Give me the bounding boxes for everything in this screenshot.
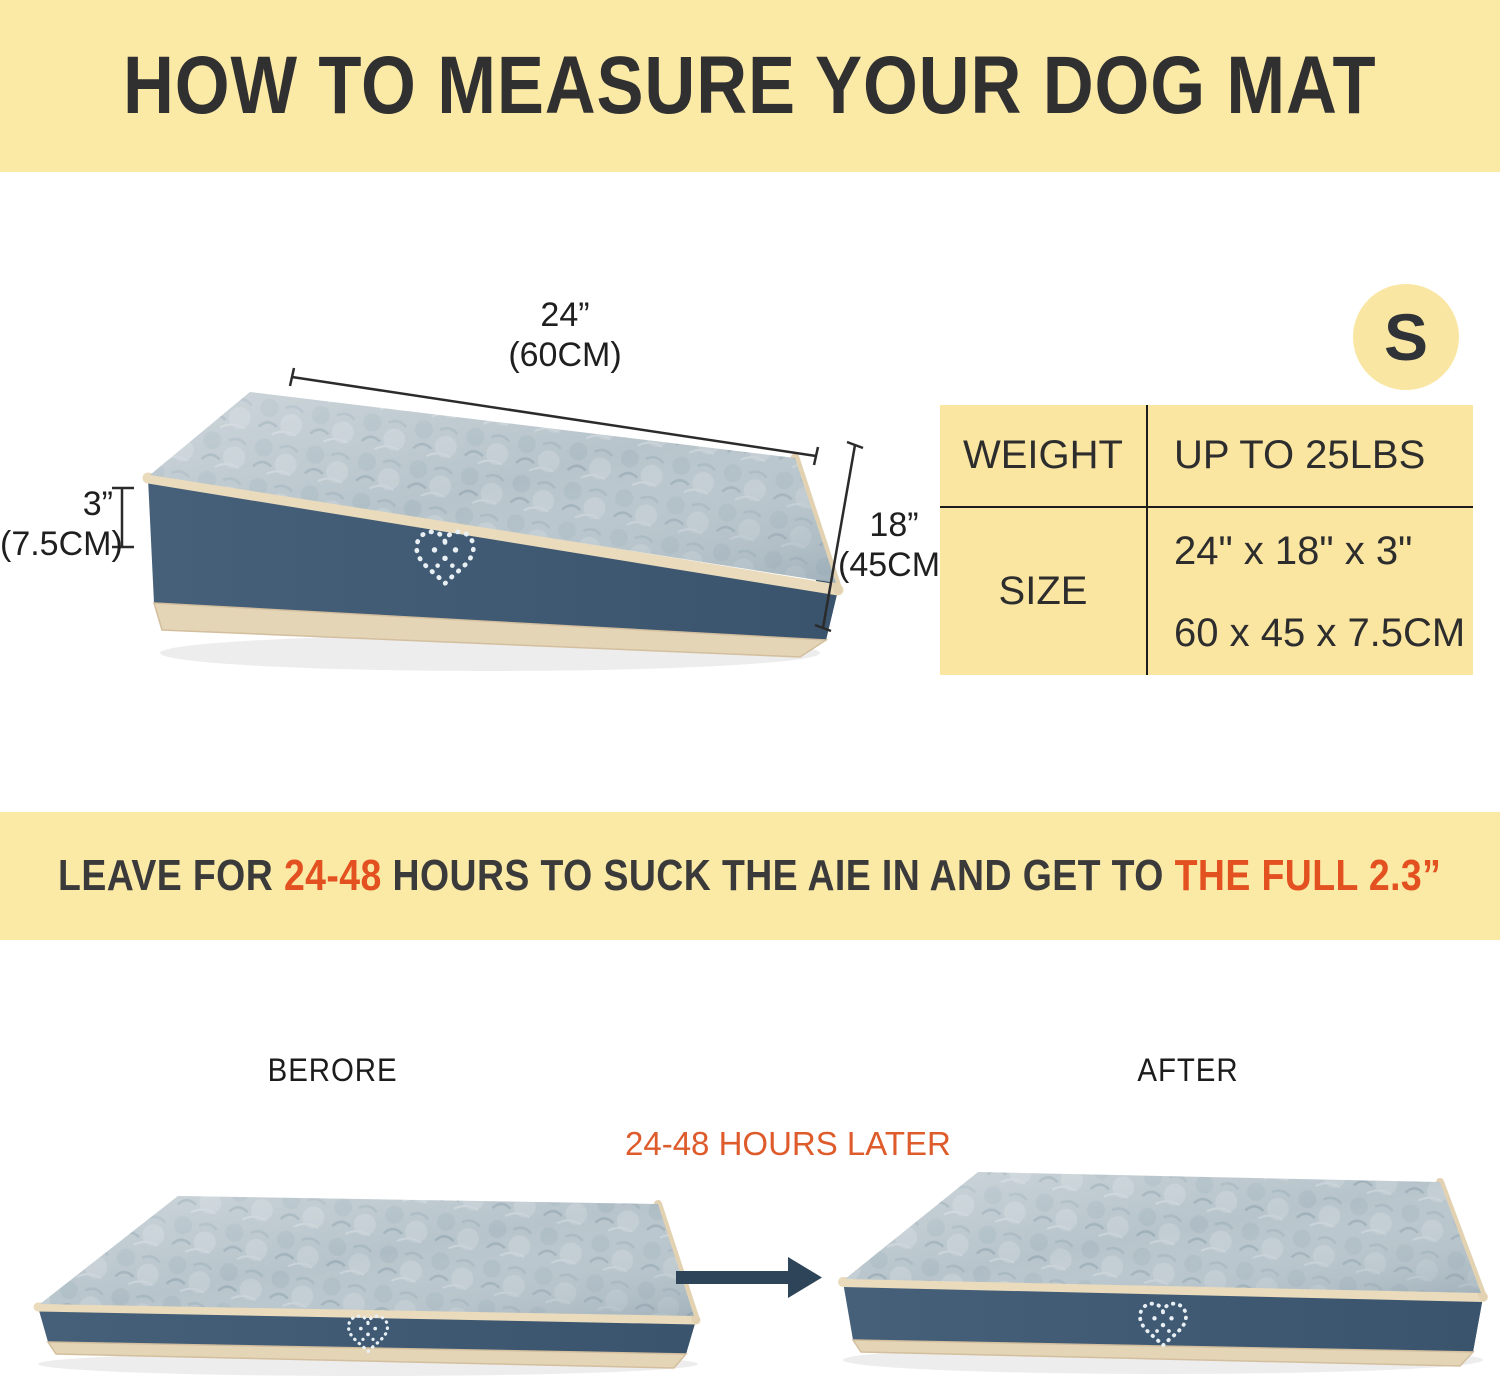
instruction-hours-highlight: 24-48 bbox=[284, 851, 383, 900]
instruction-banner: LEAVE FOR 24-48 HOURS TO SUCK THE AIE IN… bbox=[0, 812, 1500, 940]
before-after-illustration bbox=[33, 1172, 1488, 1376]
timer-label: 24-48 HOURS LATER bbox=[625, 1125, 951, 1162]
spec-value-weight: UP TO 25LBS bbox=[1148, 405, 1473, 508]
after-mat-illustration bbox=[838, 1172, 1488, 1374]
size-badge-letter: S bbox=[1383, 300, 1429, 374]
mat-illustration bbox=[112, 367, 864, 671]
width-inches: 24” bbox=[540, 296, 590, 334]
page-title: HOW TO MEASURE YOUR DOG MAT bbox=[123, 40, 1377, 131]
thickness-cm: (7.5CM) bbox=[0, 525, 123, 563]
width-cm: (60CM) bbox=[508, 336, 622, 374]
spec-label-weight: WEIGHT bbox=[940, 405, 1148, 508]
header-banner: HOW TO MEASURE YOUR DOG MAT bbox=[0, 0, 1500, 172]
thickness-dimension-label: 3” (7.5CM) bbox=[0, 484, 123, 564]
dimension-lines bbox=[112, 367, 864, 633]
before-after-arrow-icon bbox=[676, 1257, 822, 1298]
paw-heart-logo bbox=[414, 529, 476, 587]
width-dimension-label: 24” (60CM) bbox=[380, 295, 750, 375]
thickness-inches: 3” bbox=[82, 485, 113, 523]
depth-dimension-label: 18” (45CM) bbox=[838, 505, 952, 585]
spec-label-size: SIZE bbox=[940, 508, 1148, 675]
before-mat-illustration bbox=[33, 1196, 701, 1376]
size-in-inches: 24" x 18" x 3" bbox=[1174, 528, 1413, 573]
instruction-text: LEAVE FOR 24-48 HOURS TO SUCK THE AIE IN… bbox=[58, 851, 1441, 901]
instruction-size-highlight: THE FULL 2.3” bbox=[1174, 851, 1442, 900]
after-label: AFTER bbox=[1137, 1052, 1239, 1088]
spec-value-size: 24" x 18" x 3" 60 x 45 x 7.5CM bbox=[1148, 508, 1473, 675]
depth-inches: 18” bbox=[869, 506, 919, 544]
instruction-middle: HOURS TO SUCK THE AIE IN AND GET TO bbox=[382, 851, 1175, 900]
before-label: BERORE bbox=[267, 1052, 398, 1088]
instruction-prefix: LEAVE FOR bbox=[58, 851, 285, 900]
spec-table: WEIGHT UP TO 25LBS SIZE 24" x 18" x 3" 6… bbox=[940, 405, 1473, 675]
depth-cm: (45CM) bbox=[838, 546, 952, 584]
size-in-cm: 60 x 45 x 7.5CM bbox=[1174, 610, 1466, 655]
size-badge: S bbox=[1353, 284, 1459, 390]
